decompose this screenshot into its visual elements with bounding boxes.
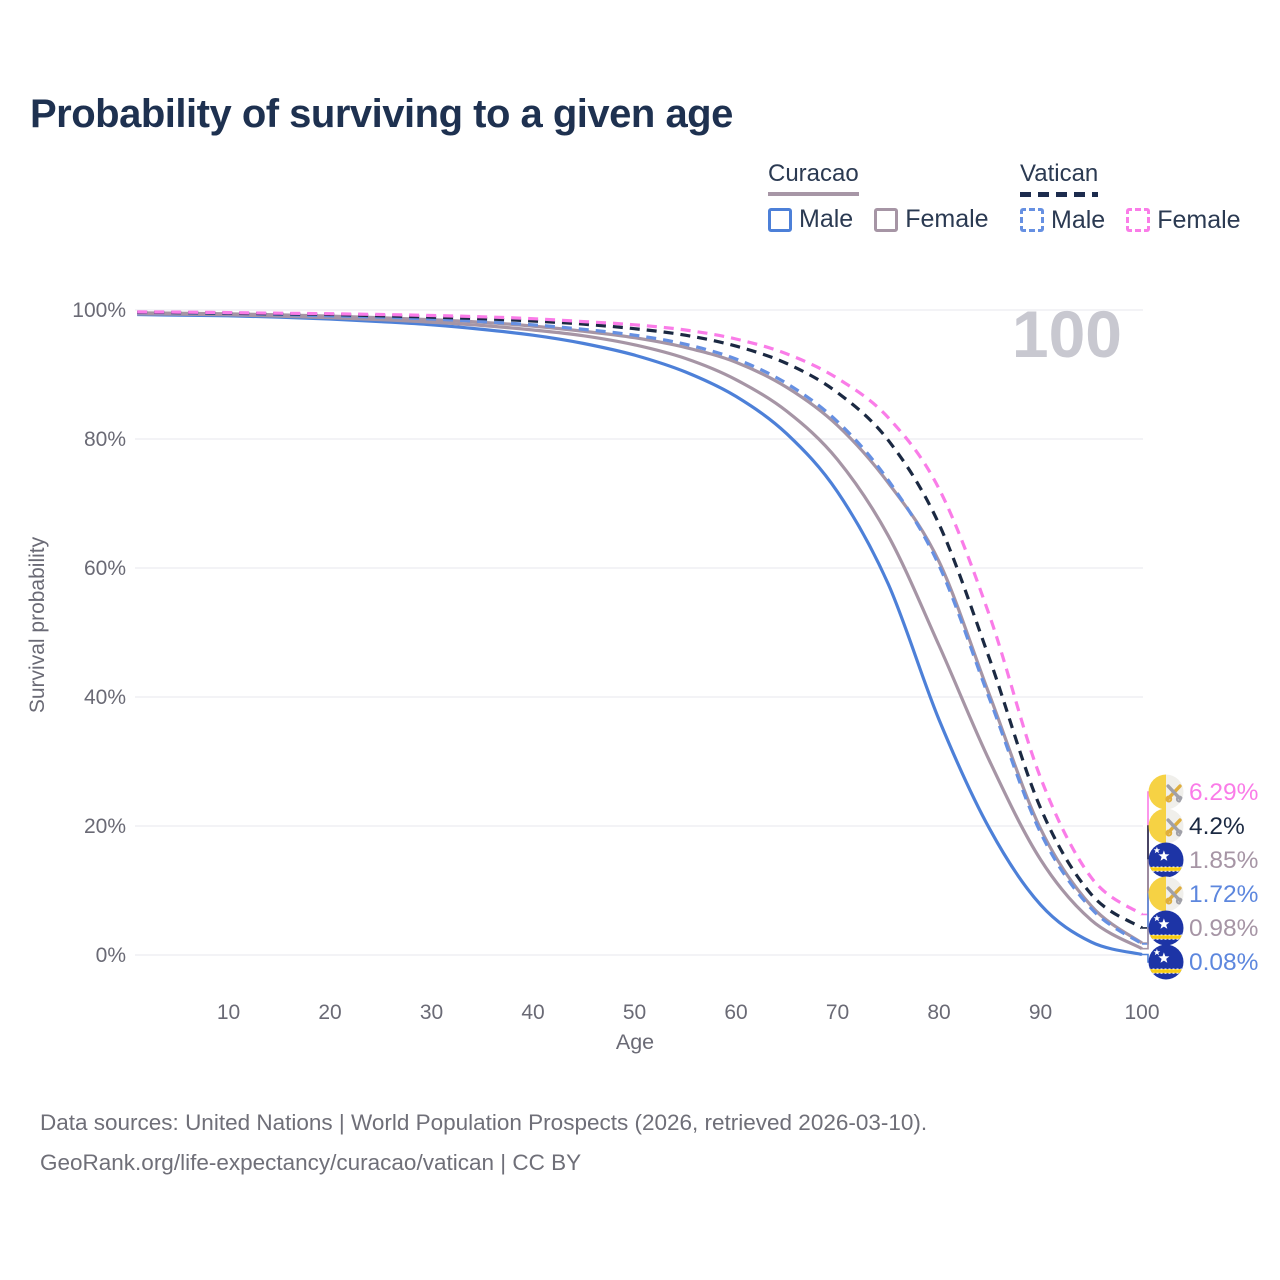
vatican-flag-icon	[1148, 876, 1184, 912]
y-tick-label: 20%	[84, 815, 126, 838]
x-tick-label: 60	[724, 1001, 747, 1024]
x-tick-label: 70	[826, 1001, 849, 1024]
legend-swatch-curacao-male[interactable]	[768, 207, 792, 232]
y-tick-label: 80%	[84, 428, 126, 451]
curve-curacao-male	[137, 312, 1143, 957]
vatican-flag-icon	[1148, 774, 1184, 810]
legend-swatch-curacao-female[interactable]	[874, 207, 899, 232]
end-value-label-vatican-female: 6.29%	[1189, 779, 1258, 806]
legend-row-curacao: Male Female	[768, 205, 989, 234]
y-tick-label: 0%	[96, 944, 126, 967]
end-value-label-curacao: 0.98%	[1189, 915, 1258, 942]
footer-attribution: GeoRank.org/life-expectancy/curacao/vati…	[40, 1150, 582, 1175]
legend-swatch-vatican-female[interactable]	[1126, 208, 1151, 232]
x-tick-label: 100	[1124, 1001, 1159, 1024]
end-value-label-curacao-male: 0.08%	[1189, 949, 1258, 976]
curacao-flag-icon	[1148, 944, 1184, 980]
end-value-label-vatican: 4.2%	[1189, 813, 1245, 840]
curacao-flag-icon	[1148, 910, 1184, 946]
footer-data-sources: Data sources: United Nations | World Pop…	[40, 1110, 928, 1135]
legend-title-vatican[interactable]: Vatican	[1020, 160, 1098, 197]
curacao-flag-icon	[1148, 842, 1184, 878]
legend-swatch-vatican-male[interactable]	[1020, 208, 1044, 232]
age-counter-watermark: 100	[1012, 297, 1122, 371]
x-tick-label: 10	[217, 1001, 240, 1024]
x-axis-label: Age	[616, 1030, 654, 1054]
chart-title: Probability of surviving to a given age	[30, 92, 733, 136]
curve-vatican-female	[137, 310, 1143, 916]
y-axis-label: Survival probability	[26, 536, 49, 713]
legend-label-curacao-female[interactable]: Female	[905, 205, 989, 233]
legend-label-curacao-male[interactable]: Male	[799, 205, 854, 233]
y-tick-label: 60%	[84, 557, 126, 580]
x-tick-label: 50	[623, 1001, 646, 1024]
label-connector	[1142, 825, 1152, 929]
x-tick-label: 40	[521, 1001, 544, 1024]
legend-group-vatican: Vatican Male Female	[1020, 160, 1241, 235]
legend-title-curacao[interactable]: Curacao	[768, 160, 859, 196]
x-tick-label: 30	[420, 1001, 443, 1024]
x-tick-label: 90	[1029, 1001, 1052, 1024]
vatican-flag-icon	[1148, 808, 1184, 844]
x-tick-label: 20	[318, 1001, 341, 1024]
curve-curacao-female	[137, 311, 1143, 945]
curve-curacao	[137, 312, 1143, 951]
legend-row-vatican: Male Female	[1020, 206, 1241, 235]
legend-label-vatican-male[interactable]: Male	[1051, 205, 1106, 234]
y-tick-label: 100%	[72, 299, 126, 322]
legend-label-vatican-female[interactable]: Female	[1157, 205, 1241, 234]
curve-vatican-male	[137, 311, 1143, 946]
legend-group-curacao: Curacao Male Female	[768, 160, 989, 234]
y-tick-label: 40%	[84, 686, 126, 709]
end-value-label-curacao-female: 1.85%	[1189, 847, 1258, 874]
x-tick-label: 80	[927, 1001, 950, 1024]
end-value-label-vatican-male: 1.72%	[1189, 881, 1258, 908]
